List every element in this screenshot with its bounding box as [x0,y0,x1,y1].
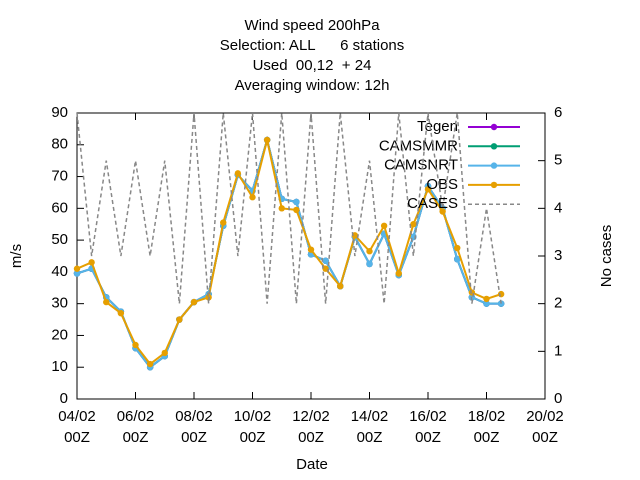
y2-tick-label: 2 [554,295,562,312]
series-marker [176,316,183,323]
series-marker [190,298,198,306]
series-marker [293,206,300,214]
series-marker [366,260,373,268]
series-marker [439,208,446,215]
series-marker [117,310,125,317]
series-marker [73,270,81,277]
legend-marker [490,143,498,150]
y-tick-label: 0 [60,390,68,407]
legend-label: Tegen [417,118,458,135]
series-line [76,139,502,366]
series-marker [424,186,432,193]
series-marker [132,341,139,349]
x-tick-label: 08/02 00Z [175,408,213,446]
series-marker [161,349,168,357]
series-marker [103,298,110,306]
series-marker [73,265,81,272]
x-axis-label: Date [296,456,328,473]
y2-axis-label: No cases [598,225,615,288]
x-tick-label: 10/02 00Z [233,408,272,446]
series-marker [88,259,95,266]
y-tick-label: 10 [51,358,68,375]
y2-tick-label: 5 [554,152,562,169]
series-marker [454,244,461,252]
series-marker [483,300,490,307]
x-tick-label: 04/02 00Z [58,408,96,446]
y-tick-label: 60 [51,199,68,216]
series-marker [366,248,373,255]
series-marker [220,219,227,226]
chart-title: Wind speed 200hPa Selection: ALL 6 stati… [219,17,405,94]
series-marker [337,282,344,290]
x-tick-label: 20/02 00Z [526,408,564,446]
y-tick-label: 90 [51,104,68,121]
y-tick-label: 30 [51,295,68,312]
series-marker [322,265,329,272]
y2-tick-label: 6 [554,104,562,121]
y-tick-label: 20 [51,326,68,343]
series-marker [380,222,388,230]
series-marker [410,221,417,228]
legend-label: CASES [407,195,458,212]
series-line [76,136,502,369]
legend-label: CAMSNRT [384,157,458,174]
y-tick-label: 40 [51,263,68,280]
legend-marker [490,123,498,131]
series-marker [322,257,329,264]
series-line [76,136,502,369]
series-marker [307,246,315,253]
y-tick-label: 70 [51,168,68,185]
series-marker [263,136,271,144]
series-marker [234,170,242,177]
x-tick-label: 06/02 00Z [116,408,155,446]
x-tick-label: 18/02 00Z [467,408,506,446]
series-marker [278,205,285,212]
series-marker [293,198,300,206]
x-tick-label: 12/02 00Z [292,408,330,446]
series-line [76,136,502,369]
x-tick-label: 16/02 00Z [409,408,447,446]
series-line [76,112,502,304]
y2-tick-label: 4 [554,199,562,216]
y2-tick-label: 1 [554,342,562,359]
series-marker [249,194,256,201]
series-marker [497,290,505,298]
y-tick-label: 80 [51,136,68,153]
y-tick-label: 50 [51,231,68,248]
y2-tick-label: 3 [554,247,562,264]
legend-marker [490,162,498,169]
series-marker [454,255,461,263]
y-axis-label: m/s [8,244,25,268]
series-marker [146,360,154,368]
legend-marker [490,181,498,189]
y2-tick-label: 0 [554,390,562,407]
legend-label: OBS [426,176,458,193]
series-marker [395,270,402,277]
x-tick-label: 14/02 00Z [350,408,389,446]
series-marker [468,289,476,296]
legend-label: CAMSMMR [379,137,458,154]
series-marker [483,295,490,303]
